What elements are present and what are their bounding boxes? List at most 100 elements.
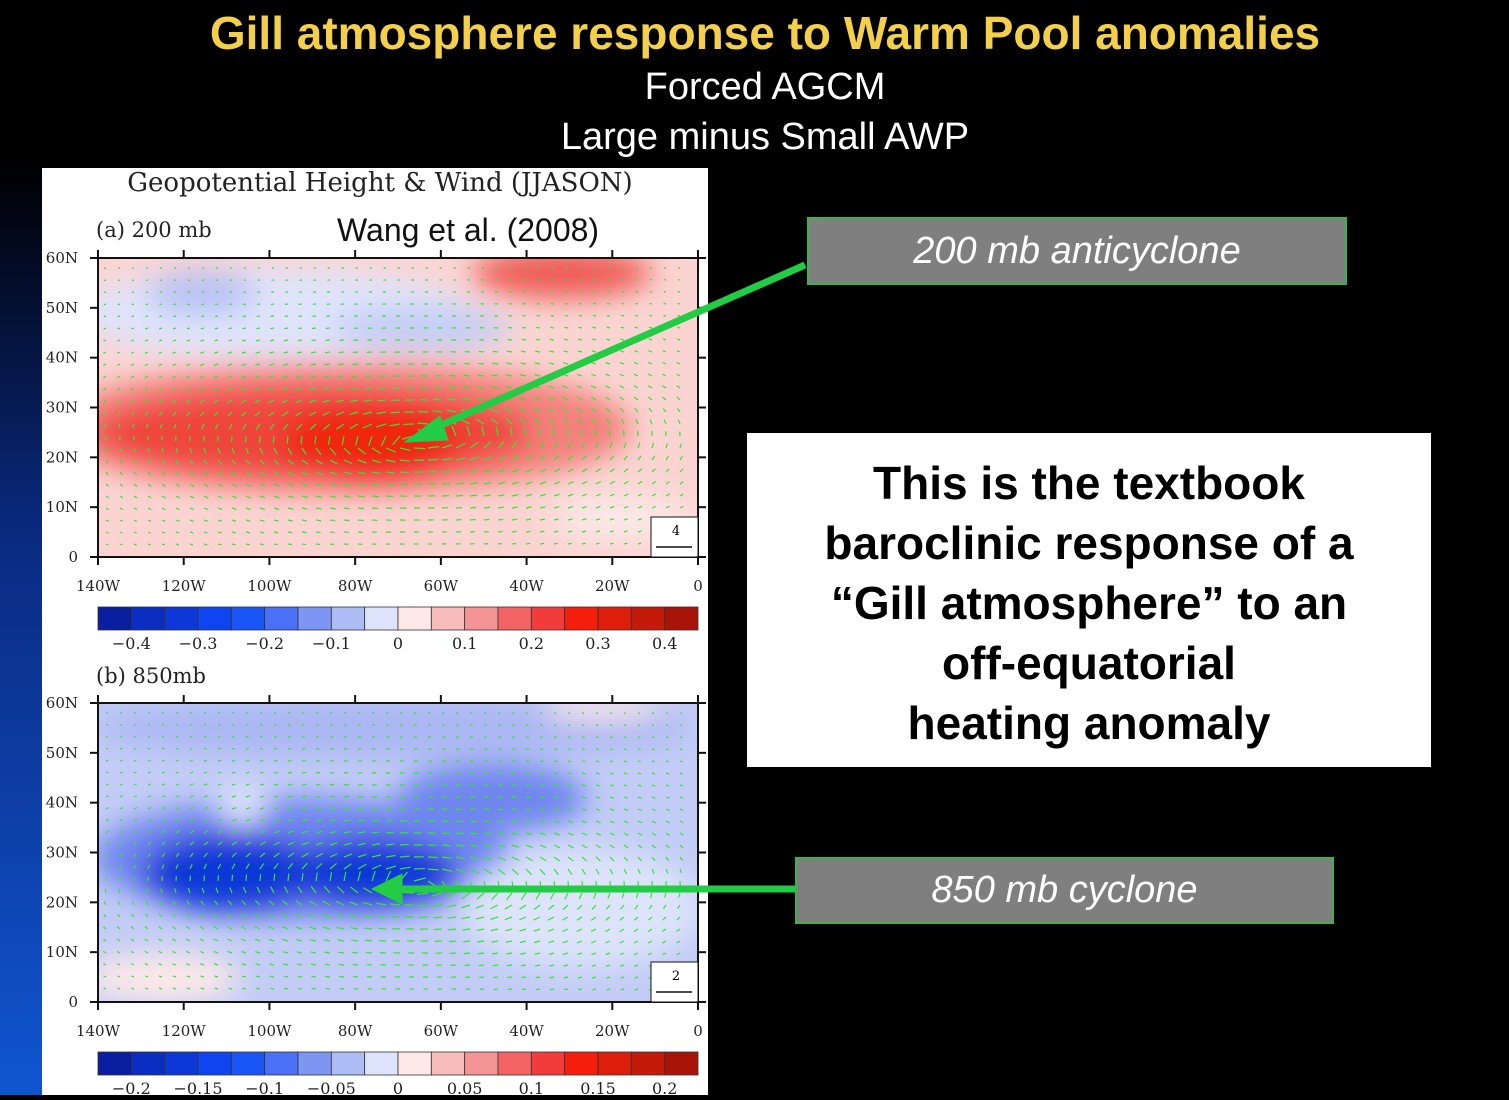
wind-vector bbox=[590, 940, 597, 944]
wind-vector bbox=[158, 387, 163, 391]
wind-vector bbox=[240, 411, 247, 417]
wind-vector bbox=[371, 507, 379, 510]
wind-vector bbox=[492, 964, 499, 967]
wind-vector bbox=[497, 808, 504, 811]
wind-vector bbox=[427, 445, 440, 449]
wind-vector bbox=[399, 843, 409, 846]
wind-vector bbox=[605, 964, 611, 967]
wind-vector bbox=[623, 784, 628, 787]
reference-vector-box bbox=[650, 516, 699, 558]
wind-vector bbox=[371, 854, 382, 858]
lon-tick-label: 0 bbox=[693, 1022, 703, 1040]
wind-vector bbox=[245, 818, 252, 822]
wind-vector bbox=[259, 783, 265, 786]
wind-vector bbox=[133, 495, 138, 499]
wind-vector bbox=[161, 795, 166, 798]
wind-vector bbox=[497, 506, 504, 509]
wind-vector bbox=[296, 951, 303, 954]
wind-vector bbox=[131, 901, 135, 906]
wind-vector bbox=[231, 471, 237, 476]
wind-vector bbox=[203, 806, 209, 810]
wind-vector bbox=[539, 820, 546, 824]
wind-vector bbox=[665, 443, 668, 449]
wind-vector bbox=[463, 374, 471, 377]
wind-vector bbox=[677, 326, 681, 329]
wind-vector bbox=[273, 531, 279, 534]
wind-vector bbox=[119, 735, 123, 738]
wind-vector bbox=[287, 507, 294, 510]
wind-vector bbox=[391, 399, 401, 402]
wind-vector bbox=[623, 542, 628, 545]
wind-vector bbox=[297, 886, 303, 894]
wind-vector bbox=[679, 772, 683, 775]
wind-vector bbox=[329, 842, 338, 846]
wind-vector bbox=[131, 423, 135, 429]
wind-vector bbox=[549, 988, 555, 991]
wind-vector bbox=[227, 363, 233, 367]
wind-vector bbox=[329, 447, 337, 456]
wind-vector bbox=[231, 806, 237, 810]
wind-vector bbox=[566, 428, 569, 437]
wind-vector bbox=[144, 339, 149, 342]
wind-vector bbox=[295, 411, 303, 417]
wind-vector bbox=[593, 892, 597, 899]
wind-vector bbox=[448, 928, 457, 931]
wind-vector bbox=[609, 772, 614, 775]
wind-vector bbox=[325, 339, 331, 342]
wind-vector bbox=[665, 868, 669, 874]
wind-vector bbox=[581, 542, 586, 545]
wind-vector bbox=[539, 518, 546, 521]
wind-vector bbox=[130, 926, 135, 930]
wind-vector bbox=[609, 784, 614, 787]
wind-vector bbox=[200, 987, 205, 990]
wind-vector bbox=[490, 904, 499, 910]
wind-vector bbox=[105, 459, 109, 464]
wind-vector bbox=[200, 900, 205, 906]
wind-vector bbox=[349, 399, 359, 403]
wind-vector bbox=[549, 976, 555, 979]
wind-vector bbox=[663, 314, 667, 317]
wind-vector bbox=[553, 820, 560, 824]
wind-vector bbox=[609, 518, 615, 521]
wind-vector bbox=[483, 868, 493, 875]
wind-vector bbox=[117, 339, 121, 342]
colorbar-cell bbox=[230, 1051, 266, 1076]
wind-vector bbox=[469, 844, 479, 848]
wind-vector bbox=[651, 820, 657, 824]
wind-vector bbox=[634, 964, 639, 967]
wind-vector bbox=[301, 852, 309, 858]
wind-vector bbox=[623, 480, 629, 485]
wind-vector bbox=[159, 900, 163, 906]
wind-vector bbox=[679, 820, 684, 824]
wind-vector bbox=[241, 950, 247, 954]
wind-vector bbox=[173, 315, 177, 318]
wind-vector bbox=[161, 841, 166, 846]
wind-vector bbox=[567, 518, 573, 521]
wind-vector bbox=[511, 481, 519, 485]
wind-vector bbox=[119, 495, 124, 499]
wind-vector bbox=[259, 874, 262, 882]
colorbar-tick-label: 0 bbox=[393, 1079, 403, 1095]
wind-vector bbox=[564, 314, 569, 317]
wind-vector bbox=[679, 468, 684, 473]
wind-vector bbox=[255, 423, 261, 430]
slide-subtitle-2: Large minus Small AWP bbox=[560, 116, 970, 158]
explanation-line-4: off-equatorial bbox=[942, 637, 1236, 689]
wind-vector bbox=[301, 519, 308, 522]
wind-vector bbox=[189, 747, 193, 750]
wind-vector bbox=[217, 483, 223, 488]
wind-vector bbox=[433, 916, 443, 919]
wind-vector bbox=[637, 820, 643, 824]
wind-vector bbox=[144, 963, 149, 966]
wind-vector bbox=[199, 950, 205, 954]
wind-vector bbox=[199, 375, 205, 379]
wind-vector bbox=[105, 865, 108, 870]
wind-vector bbox=[270, 327, 275, 330]
wind-vector bbox=[173, 888, 177, 894]
wind-vector bbox=[189, 519, 194, 522]
wind-vector bbox=[119, 771, 123, 774]
wind-vector bbox=[553, 441, 559, 449]
wind-vector bbox=[378, 939, 387, 942]
wind-vector bbox=[337, 939, 345, 942]
wind-vector bbox=[581, 441, 586, 449]
